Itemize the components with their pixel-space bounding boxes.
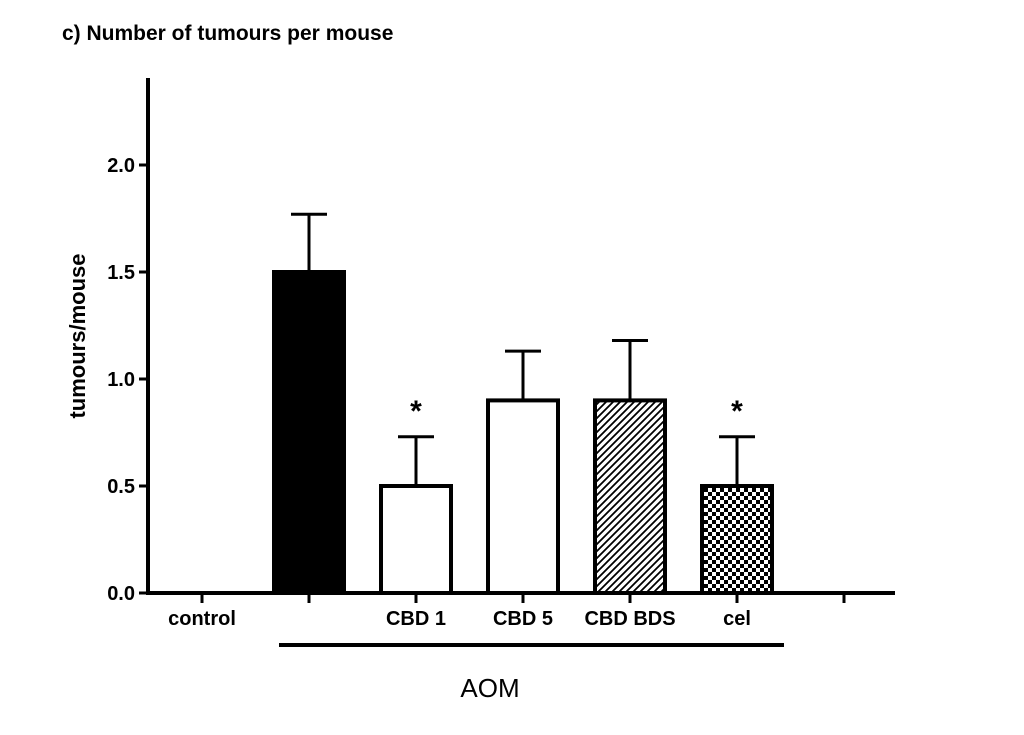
y-tick-label: 1.5 [107,262,135,284]
x-tick-label: cel [723,608,751,630]
significance-marker: * [731,395,743,428]
y-tick-label: 1.0 [107,369,135,391]
x-tick-label: CBD BDS [584,608,675,630]
significance-marker: * [410,395,422,428]
y-tick-label: 0.5 [107,476,135,498]
y-tick-label: 2.0 [107,155,135,177]
chart-title: c) Number of tumours per mouse [62,22,394,45]
y-axis-label: tumours/mouse [65,253,90,418]
bar [486,398,560,595]
bar [593,398,667,595]
bar [272,270,346,595]
x-tick-label: CBD 5 [493,608,553,630]
bar [700,484,774,595]
group-label: AOM [460,673,519,703]
bar [379,484,453,595]
y-tick-label: 0.0 [107,583,135,605]
x-tick-label: control [168,608,236,630]
x-tick-label: CBD 1 [386,608,446,630]
